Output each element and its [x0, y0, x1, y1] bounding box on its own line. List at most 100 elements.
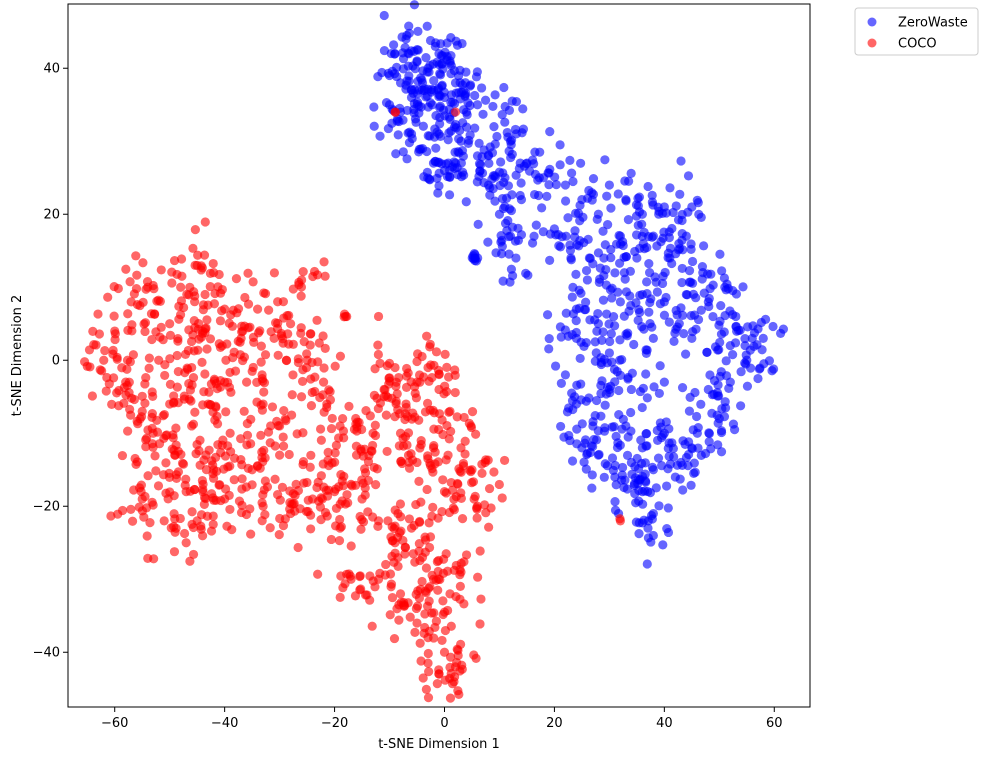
- scatter-point: [288, 499, 298, 509]
- scatter-point: [202, 511, 212, 521]
- scatter-point: [396, 456, 406, 466]
- scatter-point: [753, 324, 763, 334]
- scatter-point: [410, 627, 420, 637]
- scatter-point: [270, 441, 280, 451]
- scatter-point: [458, 167, 468, 177]
- scatter-point: [408, 549, 418, 559]
- scatter-point: [433, 457, 443, 467]
- scatter-point: [256, 430, 266, 440]
- scatter-point: [216, 495, 226, 506]
- scatter-point: [156, 322, 166, 332]
- scatter-point: [427, 100, 437, 110]
- scatter-point: [176, 449, 186, 460]
- scatter-point: [172, 382, 182, 392]
- legend-marker-coco: [867, 38, 877, 48]
- scatter-point: [542, 310, 553, 320]
- scatter-point: [736, 367, 746, 377]
- scatter-point: [158, 411, 168, 421]
- scatter-point: [477, 83, 487, 93]
- scatter-point: [637, 402, 647, 413]
- scatter-point: [677, 263, 687, 274]
- scatter-point: [469, 650, 479, 660]
- scatter-point: [373, 349, 383, 360]
- scatter-point: [389, 633, 400, 644]
- scatter-point: [216, 447, 226, 458]
- scatter-point: [648, 333, 658, 343]
- scatter-point: [545, 127, 555, 137]
- scatter-point: [294, 277, 304, 287]
- scatter-point: [344, 569, 354, 579]
- scatter-point: [460, 436, 470, 446]
- scatter-point: [455, 570, 465, 580]
- scatter-point: [370, 420, 380, 430]
- scatter-point: [381, 410, 391, 420]
- scatter-point: [365, 571, 375, 581]
- scatter-point: [188, 549, 199, 560]
- scatter-point: [148, 500, 158, 510]
- scatter-point: [432, 679, 442, 689]
- scatter-point: [386, 582, 396, 592]
- scatter-point: [433, 585, 443, 595]
- scatter-point: [134, 502, 144, 512]
- scatter-point: [560, 370, 571, 380]
- scatter-point: [208, 519, 218, 530]
- scatter-point: [587, 195, 597, 205]
- scatter-point: [259, 378, 270, 388]
- scatter-point: [664, 438, 674, 448]
- scatter-point: [446, 477, 456, 488]
- scatter-point: [441, 159, 451, 169]
- scatter-point: [655, 299, 665, 309]
- scatter-point: [305, 329, 316, 339]
- scatter-point: [607, 453, 618, 463]
- scatter-point: [474, 138, 484, 148]
- scatter-point: [200, 289, 210, 300]
- scatter-point: [265, 523, 275, 533]
- scatter-point: [614, 230, 624, 241]
- scatter-point: [511, 170, 521, 180]
- scatter-point: [339, 309, 350, 319]
- scatter-point: [696, 212, 706, 222]
- scatter-point: [490, 139, 500, 149]
- scatter-point: [615, 297, 625, 307]
- scatter-point: [100, 345, 110, 356]
- scatter-point: [131, 251, 141, 261]
- scatter-point: [229, 475, 239, 485]
- scatter-point: [373, 340, 383, 350]
- scatter-point: [465, 100, 475, 111]
- scatter-point: [556, 378, 566, 388]
- scatter-point: [510, 236, 521, 246]
- scatter-point: [625, 291, 635, 301]
- scatter-point: [658, 540, 668, 550]
- scatter-point: [272, 323, 283, 334]
- scatter-point: [452, 658, 462, 668]
- scatter-point: [207, 456, 217, 466]
- scatter-point: [600, 155, 610, 165]
- scatter-point: [450, 107, 461, 117]
- scatter-point: [515, 190, 525, 201]
- scatter-point: [411, 603, 422, 614]
- y-tick-label: 40: [43, 62, 60, 77]
- scatter-point: [430, 156, 441, 166]
- scatter-point: [677, 460, 687, 471]
- scatter-point: [696, 450, 706, 460]
- scatter-point: [437, 635, 447, 646]
- scatter-point: [208, 407, 218, 417]
- scatter-point: [647, 190, 657, 201]
- scatter-point: [226, 387, 236, 397]
- scatter-point: [444, 407, 454, 417]
- scatter-point: [573, 208, 584, 218]
- scatter-point: [404, 457, 414, 467]
- x-axis-ticks: −60 −40 −20 0 20 40 60: [101, 707, 783, 731]
- scatter-point: [237, 484, 247, 494]
- scatter-point: [139, 512, 149, 522]
- scatter-point: [175, 513, 185, 524]
- scatter-point: [610, 268, 620, 278]
- scatter-point: [500, 101, 510, 112]
- scatter-point: [389, 40, 399, 50]
- scatter-point: [444, 190, 455, 200]
- scatter-point: [461, 67, 471, 77]
- scatter-point: [716, 300, 726, 311]
- scatter-point: [644, 307, 654, 317]
- scatter-point: [730, 338, 741, 348]
- scatter-point: [440, 675, 450, 685]
